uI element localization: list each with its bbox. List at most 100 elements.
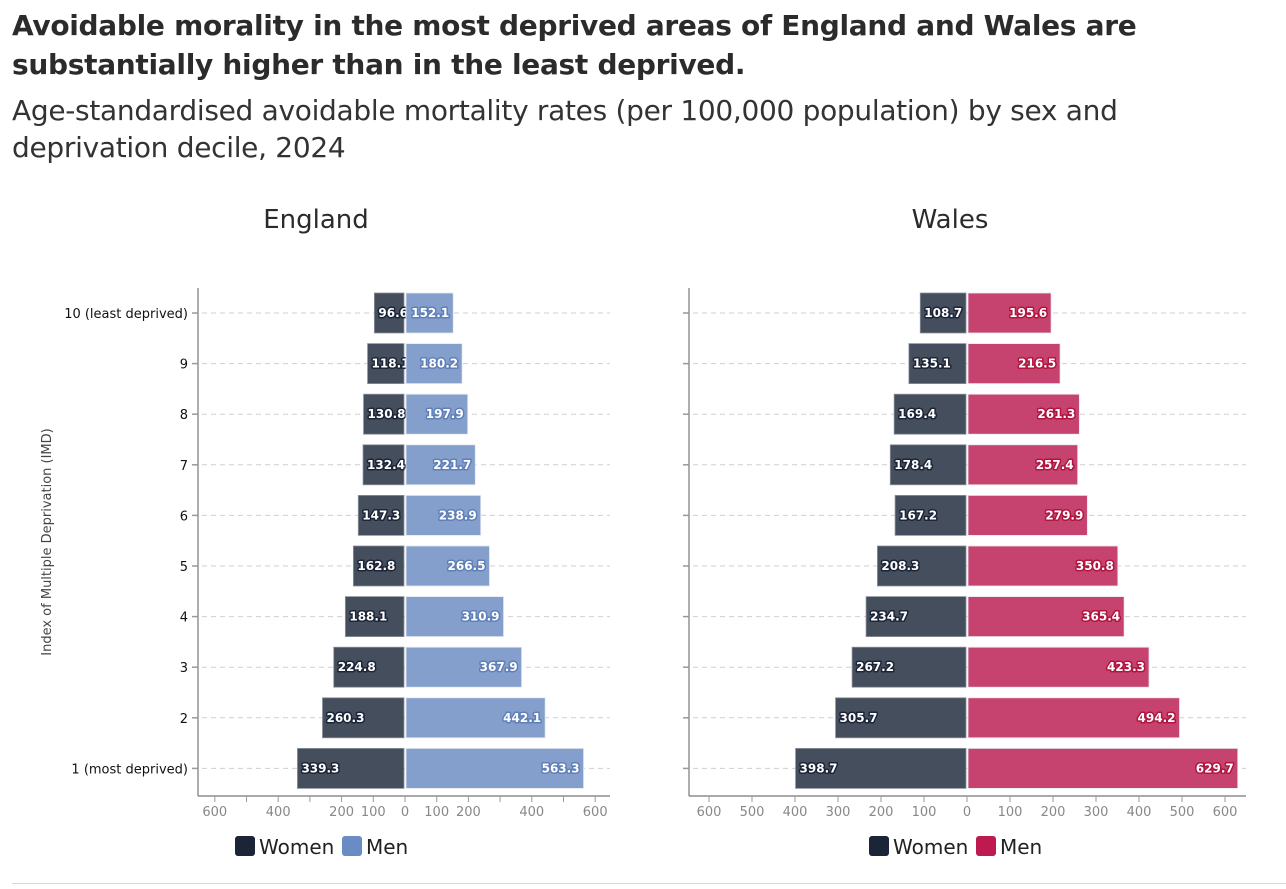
x-tick-label: 300 xyxy=(826,805,851,820)
bar-men xyxy=(967,596,1125,637)
bar-women xyxy=(894,494,967,536)
bar-men xyxy=(405,494,482,536)
bar-men xyxy=(405,646,523,688)
y-tick-label: 4 xyxy=(180,611,188,626)
legend-label-men: Men xyxy=(366,835,408,859)
bar-label-men: 257.4 xyxy=(1036,458,1074,472)
bar-label-men: 221.7 xyxy=(433,458,471,472)
bar-label-women: 108.7 xyxy=(924,306,962,320)
y-tick-label: 5 xyxy=(180,560,188,575)
x-tick-label: 200 xyxy=(1041,805,1066,820)
panel-title-england: England xyxy=(263,205,369,235)
bar-women xyxy=(357,494,405,536)
bar-men xyxy=(967,494,1088,536)
bar-label-men: 238.9 xyxy=(439,508,477,522)
bar-label-men: 367.9 xyxy=(480,660,518,674)
x-tick-label: 600 xyxy=(583,805,608,820)
bar-label-men: 365.4 xyxy=(1082,610,1120,624)
panel-title-wales: Wales xyxy=(912,205,989,235)
x-tick-label: 400 xyxy=(1127,805,1152,820)
bar-men xyxy=(405,444,476,486)
bar-label-women: 162.8 xyxy=(357,559,395,573)
x-tick-label: 200 xyxy=(869,805,894,820)
bar-label-women: 132.4 xyxy=(367,458,405,472)
bar-men xyxy=(405,697,546,739)
bar-men xyxy=(967,748,1239,789)
legend-swatch-men xyxy=(342,836,362,856)
legend-label-women: Women xyxy=(893,835,968,859)
bar-label-men: 279.9 xyxy=(1045,508,1083,522)
bar-label-men: 350.8 xyxy=(1076,559,1114,573)
bar-men xyxy=(405,393,469,435)
bar-women xyxy=(362,444,405,486)
bar-women xyxy=(322,697,405,739)
bar-men xyxy=(967,393,1080,435)
bar-label-women: 96.6 xyxy=(378,306,408,320)
bar-label-women: 234.7 xyxy=(870,610,908,624)
x-tick-label: 400 xyxy=(783,805,808,820)
legend-label-women: Women xyxy=(259,835,334,859)
bar-women xyxy=(919,292,967,334)
x-tick-label: 500 xyxy=(740,805,765,820)
bar-women xyxy=(908,343,967,385)
bar-label-women: 130.8 xyxy=(368,407,406,421)
bar-men xyxy=(967,292,1052,334)
bar-label-women: 118.1 xyxy=(372,357,410,371)
legend-label-men: Men xyxy=(1000,835,1042,859)
x-tick-label: 500 xyxy=(1170,805,1195,820)
bar-men xyxy=(405,748,584,789)
bar-label-men: 152.1 xyxy=(411,306,449,320)
bar-men xyxy=(967,545,1119,587)
bar-label-women: 260.3 xyxy=(326,711,364,725)
bar-women xyxy=(865,596,967,637)
y-axis-title: Index of Multiple Deprivation (IMD) xyxy=(40,428,55,655)
bar-label-men: 195.6 xyxy=(1009,306,1047,320)
bar-men xyxy=(967,444,1079,486)
bar-women xyxy=(851,646,967,688)
bar-women xyxy=(344,596,405,637)
bar-label-men: 629.7 xyxy=(1196,761,1234,775)
y-tick-label: 6 xyxy=(180,509,188,524)
legend-swatch-women xyxy=(869,836,889,856)
bar-label-women: 135.1 xyxy=(913,357,951,371)
bar-women xyxy=(835,697,967,739)
bar-label-men: 266.5 xyxy=(448,559,486,573)
bar-women xyxy=(373,292,405,334)
bar-women xyxy=(352,545,405,587)
bar-label-men: 216.5 xyxy=(1018,357,1056,371)
x-tick-label: 100 xyxy=(998,805,1023,820)
bar-label-men: 494.2 xyxy=(1138,711,1176,725)
x-tick-label: 600 xyxy=(697,805,722,820)
bar-women xyxy=(333,646,405,688)
x-tick-label: 100 xyxy=(361,805,386,820)
x-tick-label: 600 xyxy=(1213,805,1238,820)
x-tick-label: 100 xyxy=(424,805,449,820)
x-tick-label: 300 xyxy=(1084,805,1109,820)
bar-men xyxy=(405,343,463,385)
bar-men xyxy=(405,545,490,587)
legend-swatch-men xyxy=(976,836,996,856)
bar-label-women: 188.1 xyxy=(349,610,387,624)
bar-label-women: 398.7 xyxy=(800,761,838,775)
bar-women xyxy=(795,748,967,789)
bar-label-women: 267.2 xyxy=(856,660,894,674)
bar-label-men: 563.3 xyxy=(542,761,580,775)
bar-men xyxy=(405,292,454,334)
bar-label-men: 261.3 xyxy=(1037,407,1075,421)
bar-women xyxy=(893,393,967,435)
x-tick-label: 400 xyxy=(266,805,291,820)
bar-label-women: 208.3 xyxy=(881,559,919,573)
y-tick-label: 10 (least deprived) xyxy=(64,307,188,322)
bar-label-men: 423.3 xyxy=(1107,660,1145,674)
x-tick-label: 100 xyxy=(912,805,937,820)
bar-men xyxy=(967,343,1061,385)
x-tick-label: 0 xyxy=(401,805,409,820)
bar-label-women: 224.8 xyxy=(338,660,376,674)
bar-label-women: 178.4 xyxy=(894,458,932,472)
bar-women xyxy=(877,545,967,587)
chart-title: Avoidable morality in the most deprived … xyxy=(12,9,1137,81)
bar-label-women: 147.3 xyxy=(362,508,400,522)
bar-men xyxy=(405,596,504,637)
bar-men xyxy=(967,646,1150,688)
bar-label-men: 310.9 xyxy=(462,610,500,624)
